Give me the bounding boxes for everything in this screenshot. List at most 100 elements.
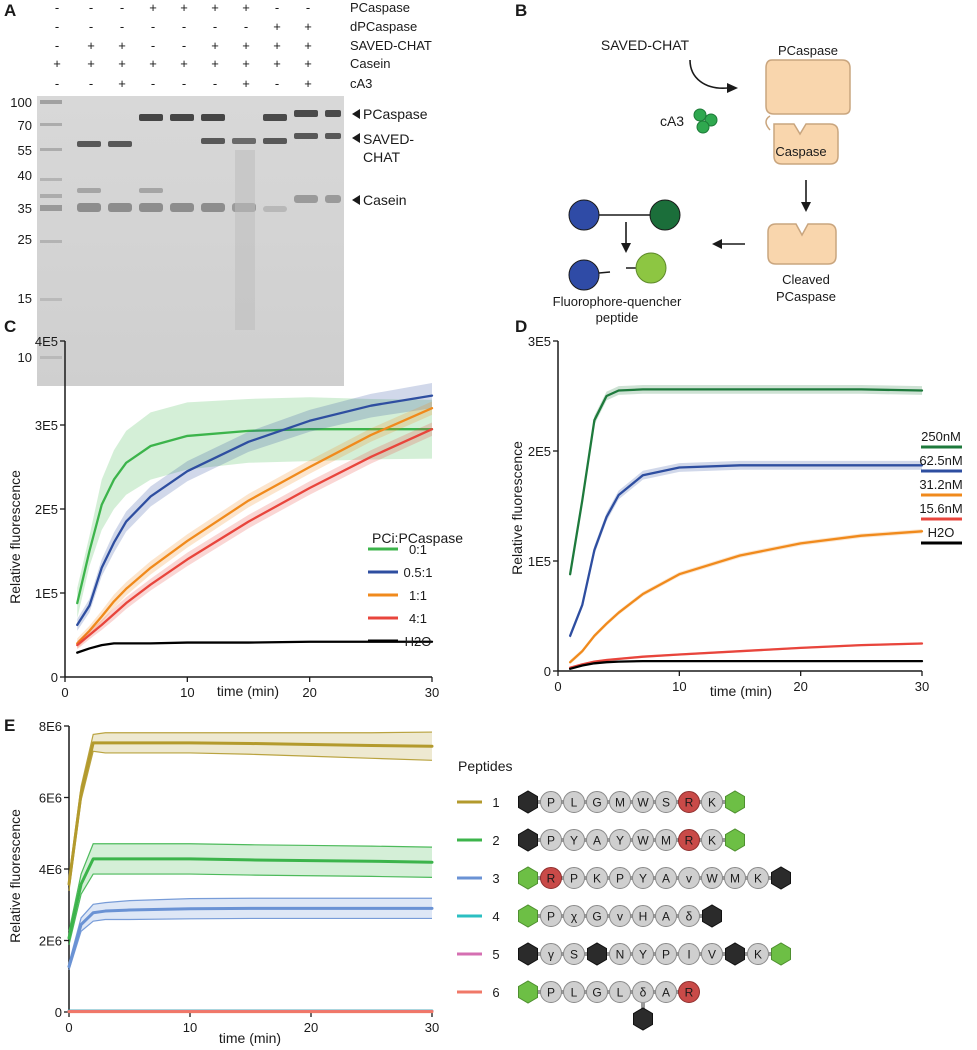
quencher-hexagon-icon	[771, 866, 791, 890]
condition-mark: +	[242, 38, 250, 53]
panel-label-d: D	[515, 317, 527, 336]
x-tick-label: 10	[672, 679, 686, 694]
ladder-label: 35	[18, 201, 32, 216]
residue-circle	[586, 867, 608, 889]
condition-label-pcaspase: PCaspase	[350, 0, 410, 15]
band-saved-chat	[108, 141, 132, 147]
fluorophore-hexagon-icon	[725, 790, 745, 814]
condition-mark: -	[89, 19, 93, 34]
ca3-label: cA3	[660, 113, 684, 129]
residue-letter: χ	[571, 910, 578, 924]
x-tick-label: 20	[302, 685, 316, 700]
series-line-0.5:1	[76, 394, 434, 627]
x-tick-label: 0	[61, 685, 68, 700]
series-band-2	[69, 843, 432, 945]
residue-circle	[540, 867, 562, 889]
series-band-3	[69, 898, 432, 970]
band-label-casein: Casein	[363, 192, 407, 208]
residue-circle	[701, 867, 723, 889]
residue-circle	[655, 943, 677, 965]
condition-mark: -	[55, 19, 59, 34]
quencher-hexagon-icon	[633, 1007, 653, 1031]
y-tick-label: 0	[55, 1005, 62, 1020]
residue-circle	[632, 791, 654, 813]
residue-circle	[540, 829, 562, 851]
residue-circle	[632, 905, 654, 927]
residue-letter: K	[593, 872, 601, 886]
quencher-hexagon-icon	[518, 790, 538, 814]
residue-circle	[563, 905, 585, 927]
residue-circle	[678, 943, 700, 965]
residue-circle	[609, 867, 631, 889]
residue-circle	[540, 981, 562, 1003]
condition-mark: -	[120, 0, 124, 15]
ladder-label: 25	[18, 232, 32, 247]
condition-mark: +	[273, 56, 281, 71]
legend-label: 3	[492, 871, 499, 886]
series-line-250nM	[568, 388, 924, 576]
condition-mark: +	[211, 38, 219, 53]
residue-circle	[563, 791, 585, 813]
x-tick-label: 0	[65, 1020, 72, 1035]
band-pcaspase	[201, 114, 225, 121]
arrowhead-icon	[801, 202, 811, 212]
series-band-62.5nM	[570, 460, 922, 640]
residue-circle	[747, 943, 769, 965]
caspase-domain-shape	[773, 123, 839, 165]
fluorophore-hexagon-icon	[771, 942, 791, 966]
y-axis-label: Relative fluorescence	[7, 470, 23, 604]
residue-letter: S	[570, 948, 578, 962]
residue-circle	[563, 867, 585, 889]
y-tick-label: 0	[51, 670, 58, 685]
band-pcaspase	[139, 114, 163, 121]
residue-letter: Y	[616, 834, 624, 848]
band-saved-chat	[294, 133, 318, 139]
chart-c: Relative fluorescence time (min) PCi:PCa…	[7, 334, 463, 700]
gel-image	[37, 96, 344, 386]
series-band-edge	[68, 750, 433, 891]
x-tick-label: 30	[915, 679, 929, 694]
quencher-hexagon-icon	[518, 942, 538, 966]
panel-label-b: B	[515, 1, 527, 20]
legend-label: 4:1	[409, 611, 427, 626]
band-annotations: PCaspase SAVED- CHAT Casein	[352, 106, 428, 208]
x-tick-label: 10	[180, 685, 194, 700]
condition-mark: -	[213, 19, 217, 34]
series-line-0:1	[76, 428, 434, 605]
residue-circle	[655, 867, 677, 889]
fluorophore-hexagon-icon	[725, 828, 745, 852]
series-line-4:1	[76, 428, 434, 647]
band-casein	[201, 203, 225, 212]
condition-mark: +	[304, 76, 312, 91]
series-band-edge	[68, 731, 433, 878]
legend-label: H2O	[405, 634, 432, 649]
residue-letter: N	[616, 948, 625, 962]
band-pcaspase	[325, 110, 341, 117]
ladder-label: 10	[18, 350, 32, 365]
legend-label: 1:1	[409, 588, 427, 603]
series-band-15.6nM	[570, 642, 922, 669]
residue-circle	[655, 791, 677, 813]
residue-letter: H	[639, 910, 648, 924]
residue-letter: S	[662, 796, 670, 810]
residue-circle	[678, 829, 700, 851]
x-tick-label: 0	[554, 679, 561, 694]
linker-shape	[765, 115, 771, 131]
fq-label-2: peptide	[596, 310, 639, 325]
activation-arrow	[689, 59, 729, 89]
residue-circle	[655, 905, 677, 927]
legend-label: 4	[492, 909, 499, 924]
series-line-2	[67, 857, 434, 940]
residue-letter: P	[547, 796, 555, 810]
y-tick-label: 1E5	[528, 554, 551, 569]
residue-letter: W	[706, 872, 718, 886]
residue-letter: γ	[548, 948, 554, 962]
y-tick-label: 1E5	[35, 586, 58, 601]
condition-mark: -	[89, 0, 93, 15]
residue-circle	[655, 981, 677, 1003]
legend-label: 5	[492, 947, 499, 962]
panel-label-c: C	[4, 317, 16, 336]
residue-letter: A	[593, 834, 601, 848]
condition-mark: +	[304, 19, 312, 34]
band-saved-chat	[325, 133, 341, 139]
